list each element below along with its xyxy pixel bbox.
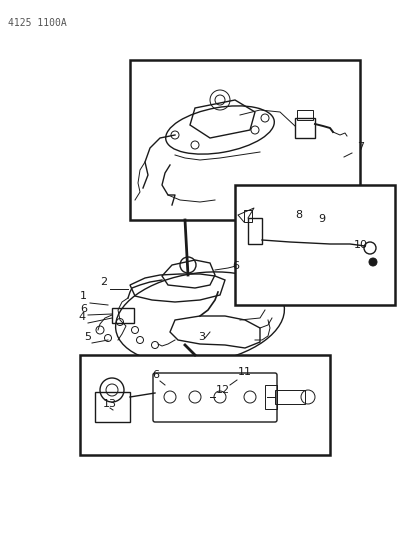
Bar	[80, 355, 329, 455]
Bar	[296, 110, 312, 120]
Text: 7: 7	[356, 142, 363, 152]
Text: 5: 5	[84, 332, 91, 342]
Text: 4125 1100A: 4125 1100A	[8, 18, 67, 28]
Bar	[264, 385, 276, 409]
Text: 10: 10	[353, 240, 367, 250]
Text: 13: 13	[103, 399, 117, 409]
Bar	[112, 308, 134, 323]
Bar	[95, 392, 130, 422]
Text: 1: 1	[80, 291, 87, 301]
Text: 12: 12	[216, 385, 229, 395]
Text: 6: 6	[231, 261, 238, 271]
Text: 2: 2	[100, 277, 107, 287]
Bar	[243, 210, 252, 222]
Text: 9: 9	[317, 214, 324, 224]
Bar	[130, 60, 359, 220]
Bar	[247, 218, 261, 244]
Text: 6: 6	[152, 370, 159, 380]
Text: 4: 4	[78, 312, 85, 322]
Text: 11: 11	[237, 367, 252, 377]
Text: 6: 6	[80, 304, 87, 314]
Text: 3: 3	[198, 332, 204, 342]
Bar	[274, 390, 304, 404]
Circle shape	[368, 258, 376, 266]
Bar	[294, 118, 314, 138]
Text: 8: 8	[294, 210, 301, 220]
Bar	[234, 185, 394, 305]
